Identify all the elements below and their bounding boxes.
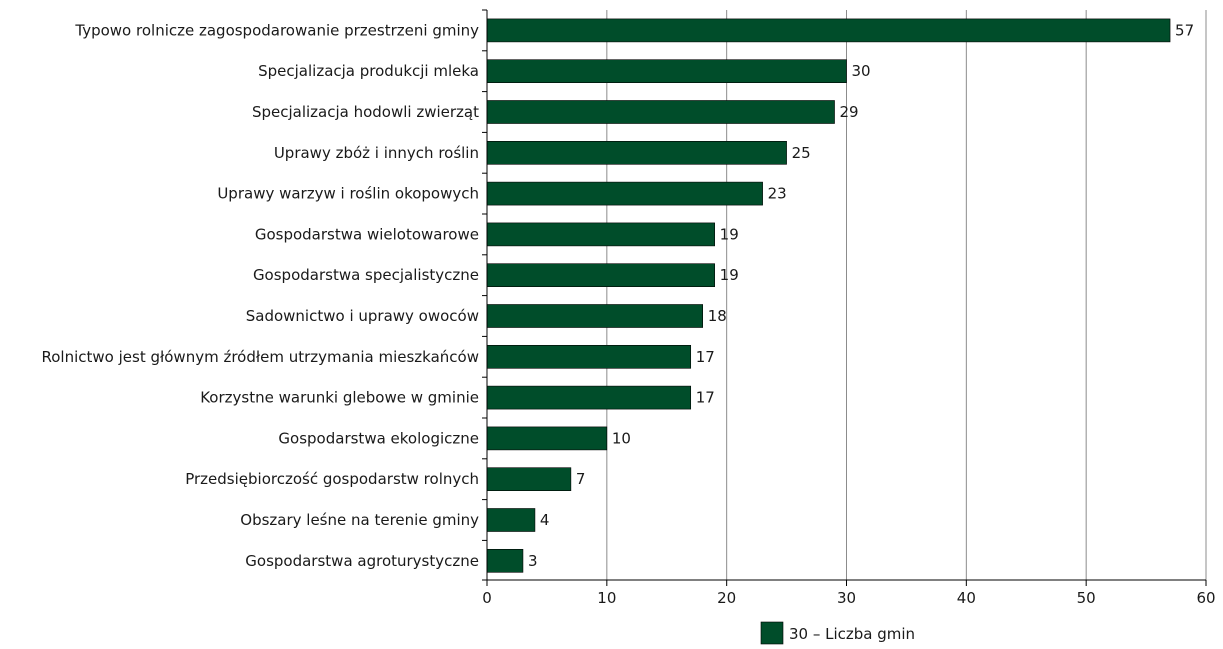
category-label: Gospodarstwa agroturystyczne — [245, 552, 479, 570]
legend: 30 – Liczba gmin — [760, 621, 915, 645]
bar — [486, 141, 787, 165]
data-label: 17 — [696, 389, 715, 407]
category-label: Korzystne warunki glebowe w gminie — [200, 389, 479, 407]
x-tick-label: 50 — [1077, 589, 1096, 607]
x-tick-label: 20 — [717, 589, 736, 607]
category-label: Przedsiębiorczość gospodarstw rolnych — [185, 470, 479, 488]
category-label: Obszary leśne na terenie gminy — [240, 511, 479, 529]
x-tick-label: 30 — [837, 589, 856, 607]
data-label: 19 — [720, 225, 739, 243]
data-label: 3 — [528, 552, 538, 570]
category-label: Uprawy zbóż i innych roślin — [274, 144, 479, 162]
data-label: 7 — [576, 470, 586, 488]
data-label: 29 — [840, 103, 859, 121]
category-label: Rolnictwo jest głównym źródłem utrzymani… — [42, 348, 480, 366]
data-label: 10 — [612, 429, 631, 447]
bar — [486, 181, 763, 206]
bar — [486, 304, 703, 328]
data-label: 19 — [720, 266, 739, 284]
data-label: 25 — [792, 144, 811, 162]
category-label: Sadownictwo i uprawy owoców — [246, 307, 479, 325]
data-label: 30 — [852, 62, 871, 80]
x-tick-label: 60 — [1196, 589, 1215, 607]
x-tick-label: 0 — [482, 589, 492, 607]
bars — [486, 18, 1171, 573]
bar — [486, 385, 692, 410]
category-label: Specjalizacja hodowli zwierząt — [252, 103, 479, 121]
category-label: Typowo rolnicze zagospodarowanie przestr… — [74, 21, 479, 39]
bar — [486, 508, 536, 532]
bar — [486, 263, 715, 288]
bar — [486, 100, 835, 124]
x-tick-label: 10 — [597, 589, 616, 607]
data-label: 17 — [696, 348, 715, 366]
labels: 0 10 20 30 40 50 60 Typowo rolnicze zagospodaro… — [42, 21, 1216, 607]
category-label: Gospodarstwa specjalistyczne — [253, 266, 479, 284]
category-label: Specjalizacja produkcji mleka — [258, 62, 479, 80]
bar — [486, 426, 608, 451]
bar — [486, 467, 572, 492]
category-label: Uprawy warzyw i roślin okopowych — [217, 185, 479, 203]
data-label: 4 — [540, 511, 550, 529]
data-label: 23 — [768, 185, 787, 203]
bar — [486, 59, 847, 84]
legend-label: 30 – Liczba gmin — [789, 625, 915, 643]
data-label: 18 — [708, 307, 727, 325]
category-label: Gospodarstwa ekologiczne — [278, 429, 479, 447]
bar — [486, 222, 715, 247]
bar — [486, 344, 692, 369]
x-tick-label: 40 — [957, 589, 976, 607]
bar — [486, 18, 1171, 43]
gridlines — [606, 10, 1207, 580]
category-label: Gospodarstwa wielotowarowe — [255, 225, 479, 243]
data-label: 57 — [1175, 21, 1194, 39]
axes — [482, 9, 1207, 586]
bar — [486, 548, 524, 573]
legend-swatch — [760, 621, 784, 645]
